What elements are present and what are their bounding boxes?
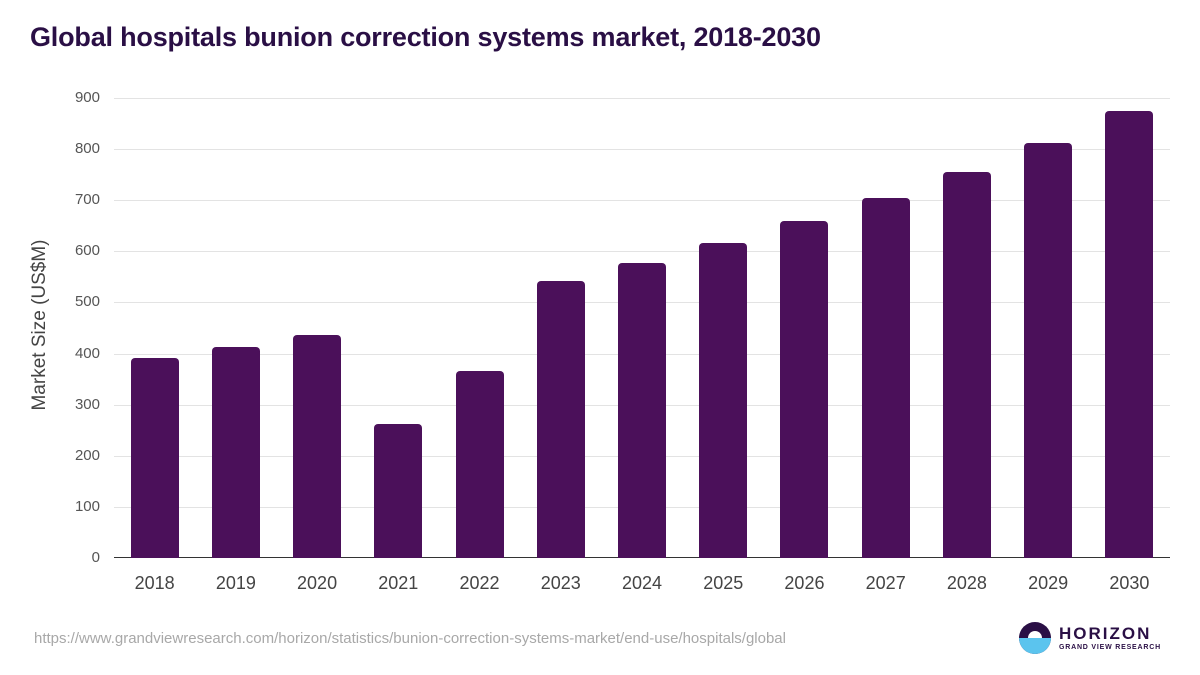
chart-title: Global hospitals bunion correction syste… — [30, 22, 821, 52]
y-tick-label: 800 — [74, 140, 100, 158]
x-tick-label: 2027 — [865, 573, 906, 593]
bar-2025 — [699, 243, 748, 558]
horizon-logo: HORIZON GRAND VIEW RESEARCH — [1019, 622, 1161, 654]
plot-area — [114, 98, 1170, 558]
x-tick-label: 2022 — [459, 573, 500, 593]
y-tick-label: 900 — [74, 89, 100, 106]
bar-2024 — [618, 263, 666, 558]
bar-2020 — [293, 335, 342, 558]
logo-sub-text: GRAND VIEW RESEARCH — [1059, 643, 1161, 651]
bar-2026 — [780, 221, 829, 558]
gridline — [114, 98, 1170, 99]
bar-2029 — [1024, 142, 1073, 558]
gridline — [114, 200, 1170, 202]
gridline — [114, 149, 1170, 151]
x-tick-label: 2018 — [134, 573, 175, 593]
bar-2028 — [942, 172, 991, 558]
y-tick-label: 100 — [74, 497, 100, 515]
x-tick-label: 2020 — [297, 573, 338, 593]
y-tick-label: 0 — [91, 549, 100, 566]
bar-2027 — [861, 198, 910, 558]
y-axis-label: Market Size (US$M) — [29, 239, 50, 411]
bar-2022 — [455, 370, 504, 558]
source-url: https://www.grandviewresearch.com/horizo… — [34, 630, 786, 647]
y-tick-label: 700 — [74, 191, 100, 209]
y-tick-label: 500 — [74, 293, 100, 311]
x-tick-label: 2024 — [621, 573, 663, 593]
y-tick-label: 300 — [74, 395, 100, 413]
logo-main-text: HORIZON — [1059, 623, 1152, 643]
bar-2030 — [1105, 111, 1154, 558]
bar-2019 — [211, 347, 260, 558]
x-tick-label: 2023 — [540, 573, 581, 593]
x-tick-label: 2029 — [1028, 573, 1069, 593]
gridline — [114, 251, 1170, 253]
x-tick-label: 2030 — [1109, 573, 1150, 593]
y-tick-label: 200 — [74, 446, 100, 464]
x-tick-label: 2025 — [703, 573, 744, 593]
x-tick-label: 2019 — [215, 573, 256, 593]
x-tick-label: 2021 — [378, 573, 419, 593]
y-tick-label: 600 — [74, 242, 100, 260]
bar-2023 — [536, 280, 585, 558]
x-tick-label: 2028 — [946, 573, 987, 593]
x-tick-label: 2026 — [784, 573, 825, 593]
bar-2018 — [130, 358, 179, 558]
y-tick-label: 400 — [74, 344, 100, 362]
horizon-sun-icon — [1019, 622, 1051, 654]
bar-2021 — [374, 424, 423, 558]
